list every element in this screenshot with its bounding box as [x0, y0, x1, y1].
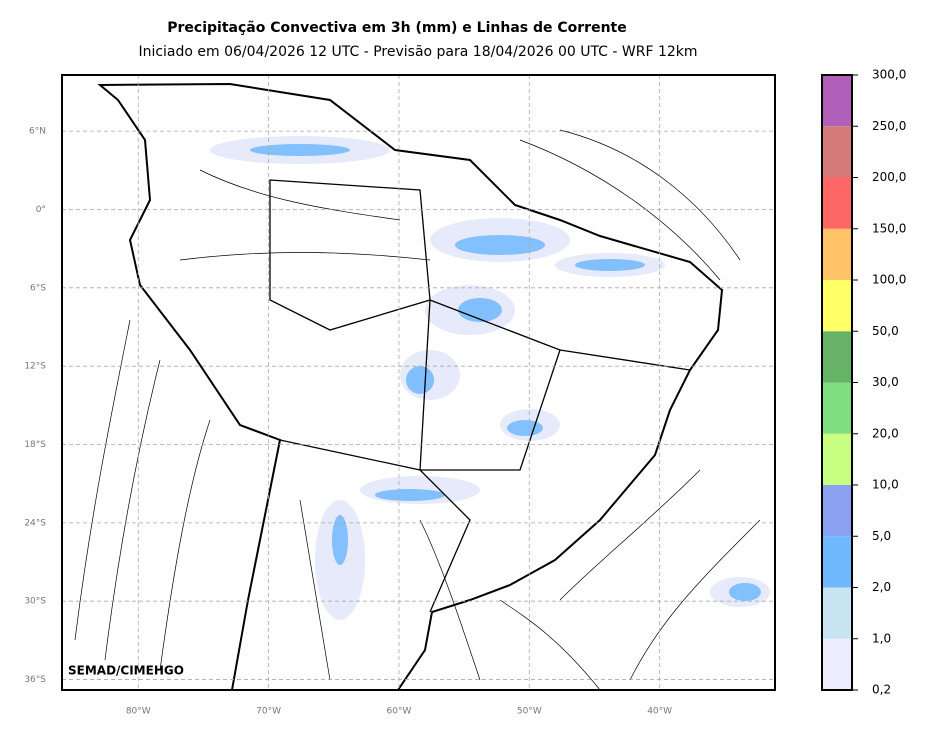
- y-tick-label: 24°S: [24, 518, 46, 528]
- colorbar-segment: [822, 433, 852, 485]
- streamlines: [74, 129, 761, 691]
- colorbar-label: 20,0: [872, 426, 899, 440]
- y-tick-label: 0°: [36, 205, 46, 215]
- colorbar-segment: [822, 75, 852, 127]
- y-tick-label: 18°S: [24, 440, 46, 450]
- colorbar-label: 300,0: [872, 68, 906, 82]
- colorbar-label: 1,0: [872, 631, 891, 645]
- colorbar-label: 0,2: [872, 683, 891, 697]
- y-tick-label: 36°S: [24, 675, 46, 685]
- colorbar-label: 2,0: [872, 580, 891, 594]
- borders: [269, 179, 691, 613]
- x-tick-label: 60°W: [387, 707, 412, 717]
- colorbar-segment: [822, 382, 852, 434]
- colorbar-label: 100,0: [872, 273, 906, 287]
- colorbar-label: 200,0: [872, 170, 906, 184]
- colorbar-label: 150,0: [872, 221, 906, 235]
- colorbar-segment: [822, 638, 852, 690]
- colorbar-segment: [822, 536, 852, 588]
- coastline: [97, 82, 724, 691]
- colorbar: 0,2 1,0 2,0 5,0 10,0 20,0 30,0 50,0 100,0 150,0 20…: [821, 68, 906, 697]
- colorbar-segment: [822, 331, 852, 383]
- grid: [62, 75, 775, 690]
- y-tick-label: 6°S: [30, 283, 46, 293]
- x-tick-label: 40°W: [647, 707, 672, 717]
- colorbar-label: 250,0: [872, 119, 906, 133]
- watermark: SEMAD/CIMEHGO: [68, 664, 184, 678]
- colorbar-label: 5,0: [872, 529, 891, 543]
- colorbar-segment: [822, 587, 852, 639]
- title: Precipitação Convectiva em 3h (mm) e Lin…: [167, 20, 626, 36]
- x-tick-label: 80°W: [126, 707, 151, 717]
- map-layer: SEMAD/CIMEHGO: [61, 74, 776, 691]
- x-tick-label: 70°W: [256, 707, 281, 717]
- precip-cores: [250, 144, 761, 601]
- y-tick-label: 12°S: [24, 362, 46, 372]
- colorbar-segment: [822, 228, 852, 280]
- colorbar-label: 30,0: [872, 375, 899, 389]
- x-tick-label: 50°W: [517, 707, 542, 717]
- map-frame: [61, 74, 776, 691]
- colorbar-segment: [822, 126, 852, 178]
- colorbar-segment: [822, 280, 852, 332]
- colorbar-label: 50,0: [872, 324, 899, 338]
- subtitle: Iniciado em 06/04/2026 12 UTC - Previsão…: [138, 44, 697, 60]
- colorbar-segment: [822, 485, 852, 537]
- y-tick-label: 6°N: [29, 127, 46, 137]
- colorbar-segment: [822, 177, 852, 229]
- colorbar-label: 10,0: [872, 478, 899, 492]
- y-tick-label: 30°S: [24, 597, 46, 607]
